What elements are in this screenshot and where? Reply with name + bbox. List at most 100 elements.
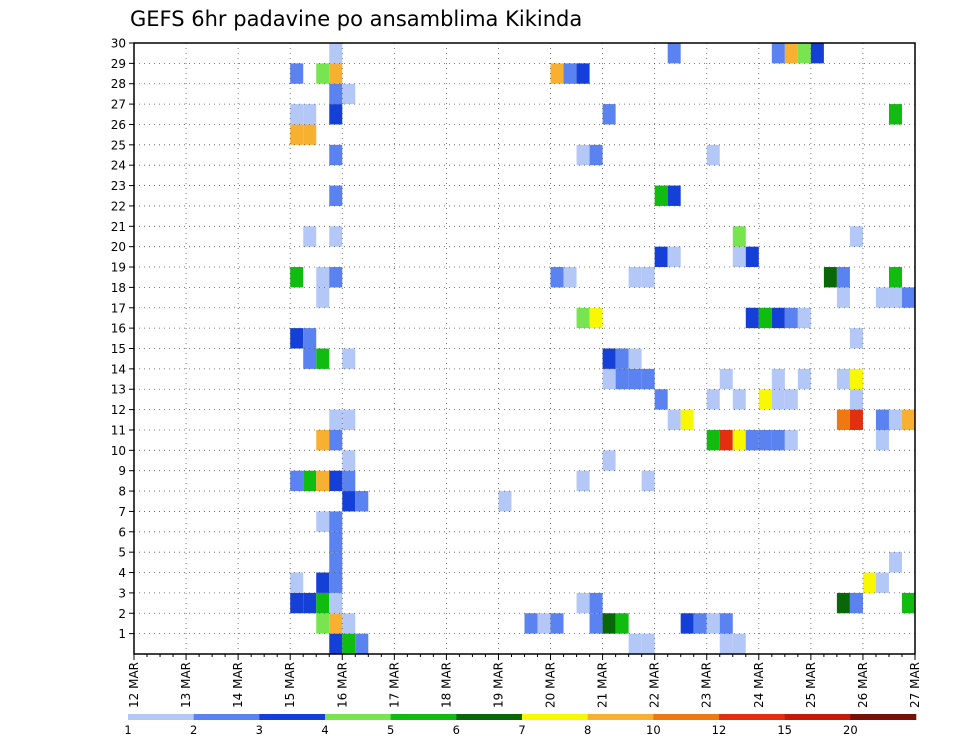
- heatmap-cell: [303, 470, 317, 492]
- heatmap-cell: [576, 470, 590, 492]
- colorbar-swatch: [390, 714, 457, 720]
- heatmap-cell: [680, 613, 694, 634]
- heatmap-cell: [329, 144, 343, 166]
- y-tick-label: 19: [111, 261, 126, 275]
- y-tick-label: 24: [111, 159, 126, 173]
- heatmap-cell: [576, 592, 590, 614]
- x-tick-label: 27 MAR: [908, 662, 922, 708]
- heatmap-cell: [329, 267, 343, 288]
- heatmap-cell: [550, 267, 564, 288]
- y-tick-label: 15: [111, 342, 126, 356]
- heatmap-cell: [849, 226, 863, 247]
- heatmap-cell: [329, 43, 343, 64]
- heatmap-cell: [706, 429, 720, 451]
- colorbar-label: 5: [387, 723, 394, 737]
- y-tick-label: 26: [111, 118, 126, 132]
- heatmap-cell: [628, 368, 642, 390]
- heatmap-cell: [901, 287, 915, 308]
- heatmap-cell: [329, 552, 343, 573]
- y-tick-label: 11: [111, 423, 126, 437]
- heatmap-cell: [784, 429, 798, 451]
- colorbar-label: 12: [712, 723, 727, 737]
- heatmap-cell: [316, 429, 330, 451]
- heatmap-cell: [836, 368, 850, 390]
- heatmap-cell: [862, 572, 876, 593]
- heatmap-cell: [875, 409, 889, 430]
- colorbar-label: 15: [777, 723, 792, 737]
- chart-title: GEFS 6hr padavine po ansamblima Kikinda: [130, 7, 582, 31]
- heatmap-cell: [875, 429, 889, 451]
- x-tick-label: 18 MAR: [439, 662, 453, 708]
- gridlines: [134, 42, 915, 654]
- y-tick-label: 9: [118, 464, 126, 478]
- heatmap-cell: [771, 307, 785, 329]
- y-tick-label: 16: [111, 322, 126, 336]
- x-tick-label: 25 MAR: [804, 662, 818, 708]
- heatmap-cell: [693, 613, 707, 634]
- colorbar-swatch: [522, 714, 588, 720]
- heatmap-cell: [836, 287, 850, 308]
- heatmap-cell: [329, 185, 343, 206]
- heatmap-cell: [641, 368, 655, 390]
- heatmap-cell: [303, 124, 317, 145]
- heatmap-cell: [758, 429, 772, 451]
- heatmap-cell: [732, 246, 746, 268]
- heatmap-cell: [784, 307, 798, 329]
- heatmap-cell: [849, 389, 863, 410]
- heatmap-cell: [329, 633, 343, 654]
- heatmap-cell: [771, 389, 785, 410]
- heatmap-cell: [654, 389, 668, 410]
- heatmap-cell: [654, 246, 668, 268]
- y-tick-label: 22: [111, 199, 126, 213]
- x-axis: 12 MAR 13 MAR 14 MAR 15 MAR 16 MAR 17 MAR 18 M…: [127, 654, 922, 708]
- heatmap-cell: [706, 613, 720, 634]
- heatmap-cell: [719, 613, 733, 634]
- heatmap-cell: [667, 409, 681, 430]
- heatmap-cell: [329, 613, 343, 634]
- heatmap-cell: [888, 287, 902, 308]
- colorbar-label: 8: [584, 723, 591, 737]
- heatmap-cell: [797, 43, 811, 64]
- heatmap-cell: [316, 592, 330, 614]
- heatmap-cells: [290, 43, 915, 654]
- heatmap-cell: [719, 633, 733, 654]
- heatmap-cell: [329, 226, 343, 247]
- heatmap-cell: [329, 429, 343, 451]
- colorbar-swatch: [325, 714, 391, 720]
- colorbar-label: 6: [453, 723, 460, 737]
- y-tick-label: 25: [111, 138, 126, 152]
- heatmap-cell: [628, 633, 642, 654]
- heatmap-cell: [316, 63, 330, 84]
- heatmap-cell: [316, 267, 330, 288]
- heatmap-cell: [329, 104, 343, 125]
- y-tick-label: 12: [111, 403, 126, 417]
- heatmap-cell: [589, 307, 603, 329]
- heatmap-cell: [576, 144, 590, 166]
- heatmap-cell: [641, 470, 655, 492]
- heatmap-cell: [329, 511, 343, 532]
- y-tick-label: 17: [111, 301, 126, 315]
- colorbar-label: 10: [646, 723, 661, 737]
- heatmap-cell: [602, 613, 616, 634]
- heatmap-cell: [836, 267, 850, 288]
- heatmap-cell: [498, 491, 512, 512]
- colorbar-label: 3: [256, 723, 263, 737]
- colorbar-label: 7: [518, 723, 525, 737]
- heatmap-cell: [628, 348, 642, 369]
- colorbar-swatch: [128, 714, 194, 720]
- x-tick-label: 17 MAR: [387, 662, 401, 708]
- heatmap-cell: [888, 267, 902, 288]
- heatmap-cell: [706, 389, 720, 410]
- x-tick-label: 14 MAR: [231, 662, 245, 708]
- heatmap-cell: [823, 267, 837, 288]
- heatmap-cell: [745, 429, 759, 451]
- heatmap-cell: [342, 613, 356, 634]
- heatmap-cell: [784, 389, 798, 410]
- heatmap-cell: [329, 409, 343, 430]
- heatmap-cell: [875, 572, 889, 593]
- heatmap-cell: [303, 348, 317, 369]
- y-tick-label: 4: [118, 566, 126, 580]
- y-axis: 1234567891011121314151617181920212223242…: [111, 37, 134, 641]
- heatmap-cell: [316, 613, 330, 634]
